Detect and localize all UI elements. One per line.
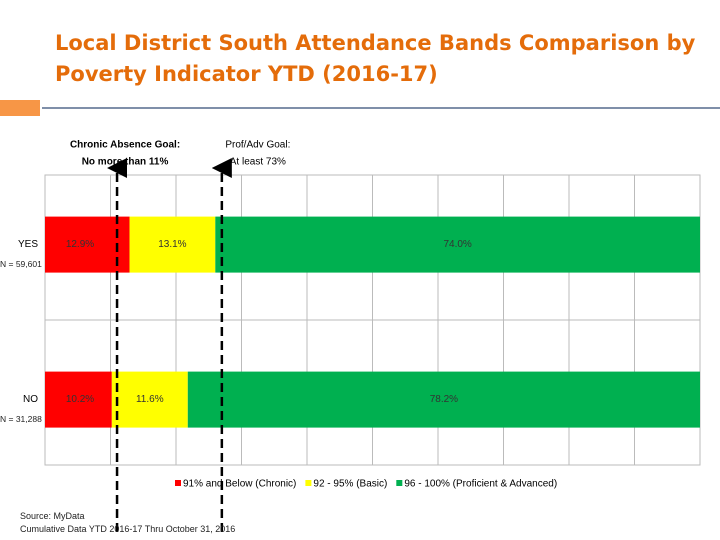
value-label: 11.6%	[136, 394, 164, 405]
value-label: 74.0%	[443, 239, 471, 250]
y-tick-label: YES	[18, 239, 38, 250]
legend-label: 92 - 95% (Basic)	[313, 479, 387, 490]
source: Source: MyData Cumulative Data YTD 2016-1…	[20, 510, 235, 536]
legend-label: 96 - 100% (Proficient & Advanced)	[404, 479, 557, 490]
legend-label: 91% and Below (Chronic)	[183, 479, 296, 490]
bar-segment	[45, 371, 112, 428]
source-line: Source: MyData	[20, 511, 85, 521]
bar-segment	[45, 216, 130, 273]
source-line: Cumulative Data YTD 2016-17 Thru October…	[20, 524, 236, 534]
legend-swatch	[396, 480, 403, 486]
goal-label: At least 73%	[230, 157, 286, 168]
bar-segment	[215, 216, 701, 273]
y-tick-label: NO	[23, 394, 38, 405]
title: Local District South Attendance Bands Co…	[55, 31, 696, 86]
accent	[0, 100, 40, 116]
goal-label: No more than 11%	[82, 157, 169, 168]
bar-segment	[129, 216, 216, 273]
legend-swatch	[305, 480, 312, 486]
value-label: 10.2%	[66, 394, 94, 405]
category-note: N = 59,601	[0, 258, 42, 269]
bar-segment	[187, 371, 701, 428]
value-label: 13.1%	[158, 239, 186, 250]
value-label: 78.2%	[430, 394, 458, 405]
legend-swatch	[175, 480, 181, 486]
goal-label: Prof/Adv Goal:	[225, 140, 290, 151]
bar-segment	[111, 371, 188, 428]
value-label: 12.9%	[66, 239, 94, 250]
goal-label: Chronic Absence Goal:	[70, 140, 180, 151]
category-note: N = 31,288	[0, 413, 42, 424]
